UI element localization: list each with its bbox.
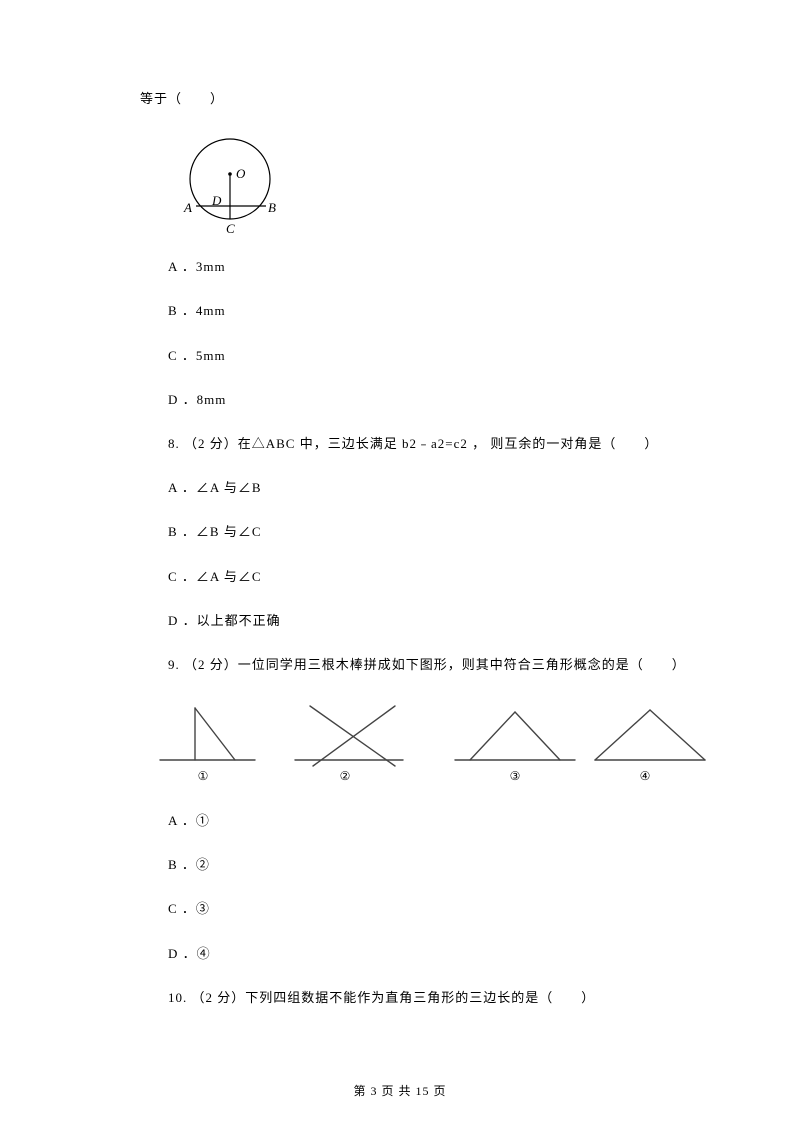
- q8-stem: 8. （2 分）在△ABC 中，三边长满足 b2﹣a2=c2 ， 则互余的一对角…: [140, 435, 690, 453]
- svg-text:①: ①: [198, 769, 209, 783]
- q7-option-d: D ．8mm: [140, 391, 690, 409]
- q7-stem: 等于（ ）: [140, 90, 690, 108]
- q10-stem: 10. （2 分）下列四组数据不能作为直角三角形的三边长的是（ ）: [140, 989, 690, 1007]
- q8-option-c: C ．∠A 与∠C: [140, 568, 690, 586]
- svg-text:③: ③: [510, 769, 521, 783]
- svg-text:O: O: [236, 166, 246, 181]
- q8-option-d: D ．以上都不正确: [140, 612, 690, 630]
- q7-option-b: B ．4mm: [140, 302, 690, 320]
- q7-option-c: C ．5mm: [140, 347, 690, 365]
- page-footer: 第 3 页 共 15 页: [0, 1083, 800, 1100]
- page-root: 等于（ ） ODABC A ．3mm B ．4mm C ．5mm D ．8mm …: [0, 0, 800, 1132]
- q9-stem: 9. （2 分）一位同学用三根木棒拼成如下图形，则其中符合三角形概念的是（ ）: [140, 656, 690, 674]
- q9-option-a: A ．①: [140, 812, 690, 830]
- q9-option-b: B ．②: [140, 856, 690, 874]
- q8-option-a: A ．∠A 与∠B: [140, 479, 690, 497]
- q9-diagram: ① ② ③ ④: [145, 700, 725, 788]
- q9-option-d: D ．④: [140, 945, 690, 963]
- q8-option-b: B ．∠B 与∠C: [140, 523, 690, 541]
- svg-text:D: D: [211, 193, 222, 208]
- svg-text:A: A: [183, 200, 192, 215]
- q7-option-a: A ．3mm: [140, 258, 690, 276]
- q9-option-c: C ．③: [140, 900, 690, 918]
- svg-text:C: C: [226, 221, 235, 236]
- svg-text:④: ④: [640, 769, 651, 783]
- svg-text:②: ②: [340, 769, 351, 783]
- q7-diagram: OD A B C: [168, 134, 690, 236]
- svg-text:B: B: [268, 200, 276, 215]
